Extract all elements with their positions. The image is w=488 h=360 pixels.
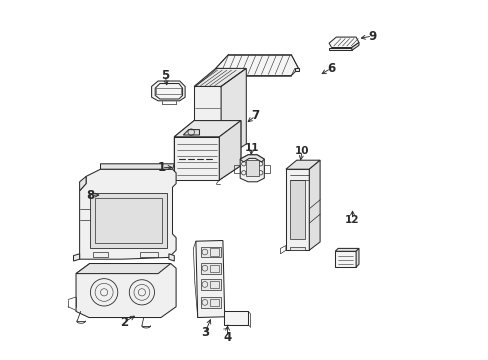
Text: 4: 4 [223,331,231,344]
Polygon shape [80,169,176,259]
Polygon shape [221,68,246,160]
Polygon shape [174,121,241,137]
Polygon shape [151,81,185,101]
Polygon shape [168,254,174,261]
Polygon shape [200,297,221,308]
Polygon shape [289,180,305,239]
Polygon shape [194,68,246,86]
Polygon shape [194,86,221,160]
Polygon shape [76,264,170,274]
Polygon shape [294,68,298,71]
Polygon shape [240,155,264,182]
Polygon shape [196,240,224,318]
Text: 3: 3 [201,327,208,339]
Polygon shape [219,121,241,180]
Text: 2: 2 [120,316,128,329]
Text: 5: 5 [161,69,169,82]
Polygon shape [328,48,351,50]
Text: 7: 7 [251,109,259,122]
Polygon shape [328,37,358,48]
Text: 10: 10 [294,146,309,156]
Text: 6: 6 [326,62,334,75]
Polygon shape [285,160,320,169]
Polygon shape [309,160,320,250]
Polygon shape [200,279,221,290]
Polygon shape [246,160,258,176]
Polygon shape [215,68,223,71]
Text: 11: 11 [244,143,259,153]
Polygon shape [183,130,199,135]
Text: 1: 1 [157,161,165,174]
Polygon shape [285,169,309,250]
Polygon shape [240,155,264,162]
Polygon shape [351,42,358,50]
Polygon shape [73,254,80,261]
Polygon shape [200,263,221,274]
Polygon shape [215,55,298,76]
Polygon shape [335,248,358,251]
Polygon shape [355,248,358,267]
Polygon shape [174,121,241,180]
Polygon shape [76,264,176,318]
Polygon shape [174,137,219,180]
Polygon shape [200,247,221,257]
Text: 12: 12 [345,215,359,225]
Polygon shape [101,164,174,169]
Text: 8: 8 [86,189,94,202]
Polygon shape [80,176,86,191]
Polygon shape [223,311,247,325]
Polygon shape [89,193,167,248]
Polygon shape [289,247,305,250]
Text: 9: 9 [367,30,376,42]
Polygon shape [335,251,355,267]
